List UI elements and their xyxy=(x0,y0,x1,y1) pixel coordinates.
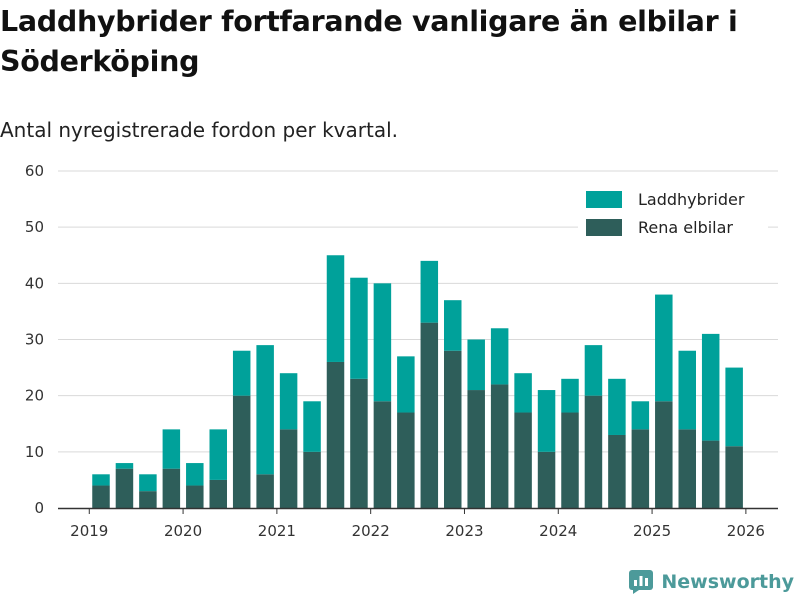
bar-rena-elbilar xyxy=(279,429,298,508)
bar-laddhybrider xyxy=(701,333,720,441)
bar-rena-elbilar xyxy=(373,401,392,508)
bar-rena-elbilar xyxy=(115,468,134,508)
bar-laddhybrider xyxy=(608,378,626,435)
bar-rena-elbilar xyxy=(444,350,462,508)
chart-title: Laddhybrider fortfarande vanligare än el… xyxy=(0,5,738,78)
bar-laddhybrider xyxy=(279,373,298,430)
bar-rena-elbilar xyxy=(186,485,204,508)
bar-laddhybrider xyxy=(514,373,532,413)
bar-laddhybrider xyxy=(162,429,181,469)
bar-laddhybrider xyxy=(397,356,415,413)
bar-rena-elbilar xyxy=(303,451,321,508)
bar-rena-elbilar xyxy=(162,468,181,508)
x-tick-label: 2023 xyxy=(445,522,483,540)
legend-label: Laddhybrider xyxy=(638,190,745,209)
x-tick-label: 2026 xyxy=(727,522,765,540)
chart-subtitle: Antal nyregistrerade fordon per kvartal. xyxy=(0,118,399,142)
bar-laddhybrider xyxy=(303,401,321,452)
bar-laddhybrider xyxy=(467,339,485,391)
bar-laddhybrider xyxy=(678,350,696,430)
x-tick-label: 2021 xyxy=(258,522,296,540)
bar-rena-elbilar xyxy=(490,384,509,508)
bar-rena-elbilar xyxy=(655,401,673,508)
bar-laddhybrider xyxy=(373,283,392,402)
bar-rena-elbilar xyxy=(209,479,227,508)
bar-laddhybrider xyxy=(256,345,274,475)
bar-laddhybrider xyxy=(209,429,227,480)
y-tick-label: 20 xyxy=(25,387,44,405)
bar-rena-elbilar xyxy=(326,361,345,508)
bar-rena-elbilar xyxy=(256,474,274,508)
bar-laddhybrider xyxy=(655,294,673,402)
bar-rena-elbilar xyxy=(467,390,485,508)
bar-laddhybrider xyxy=(631,401,650,430)
bar-laddhybrider xyxy=(444,300,462,351)
bar-rena-elbilar xyxy=(678,429,696,508)
brand-logo: Newsworthy xyxy=(629,570,794,594)
legend-label: Rena elbilar xyxy=(638,218,733,237)
bar-laddhybrider xyxy=(186,463,204,486)
bar-laddhybrider xyxy=(490,328,509,385)
y-tick-label: 40 xyxy=(25,274,44,292)
bar-laddhybrider xyxy=(350,277,368,379)
brand-name: Newsworthy xyxy=(661,571,794,593)
bar-laddhybrider xyxy=(139,474,157,492)
bar-laddhybrider xyxy=(115,463,134,469)
bar-laddhybrider xyxy=(561,378,579,413)
y-tick-label: 60 xyxy=(25,162,44,180)
bar-rena-elbilar xyxy=(584,395,603,508)
x-tick-label: 2022 xyxy=(352,522,390,540)
bar-rena-elbilar xyxy=(701,440,720,508)
y-tick-label: 30 xyxy=(25,331,44,349)
bar-rena-elbilar xyxy=(514,412,532,508)
bar-rena-elbilar xyxy=(537,451,556,508)
bar-laddhybrider xyxy=(537,390,556,452)
bar-rena-elbilar xyxy=(350,378,368,508)
bar-laddhybrider xyxy=(725,367,743,447)
bar-rena-elbilar xyxy=(631,429,650,508)
x-tick-label: 2024 xyxy=(539,522,577,540)
bar-laddhybrider xyxy=(92,474,110,486)
bar-rena-elbilar xyxy=(397,412,415,508)
x-tick-label: 2020 xyxy=(164,522,202,540)
x-tick-label: 2025 xyxy=(633,522,671,540)
y-tick-label: 0 xyxy=(34,499,44,517)
bar-laddhybrider xyxy=(584,345,603,396)
legend-swatch xyxy=(586,219,622,236)
newsworthy-logo-icon xyxy=(629,570,654,594)
bar-rena-elbilar xyxy=(420,322,439,508)
y-tick-label: 50 xyxy=(25,218,44,236)
bar-rena-elbilar xyxy=(725,446,743,508)
bar-laddhybrider xyxy=(326,255,345,362)
bar-rena-elbilar xyxy=(92,485,110,508)
y-tick-label: 10 xyxy=(25,443,44,461)
bar-rena-elbilar xyxy=(139,491,157,508)
bar-laddhybrider xyxy=(232,350,251,396)
x-tick-label: 2019 xyxy=(70,522,108,540)
bar-rena-elbilar xyxy=(561,412,579,508)
bar-rena-elbilar xyxy=(232,395,251,508)
bar-rena-elbilar xyxy=(608,434,626,508)
bar-laddhybrider xyxy=(420,260,439,323)
legend-swatch xyxy=(586,191,622,208)
